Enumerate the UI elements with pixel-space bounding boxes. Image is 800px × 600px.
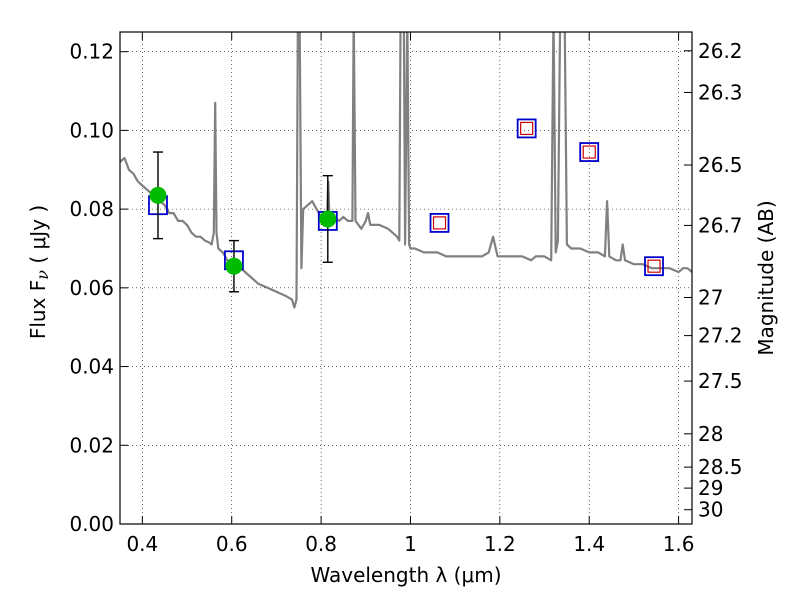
spectrum-layer bbox=[120, 32, 692, 309]
right-tick-label: 28 bbox=[698, 422, 723, 446]
x-tick-label: 1.2 bbox=[484, 532, 516, 556]
model-photometry-square bbox=[516, 118, 537, 139]
x-tick-label: 1.4 bbox=[573, 532, 605, 556]
model-photometry-square bbox=[644, 256, 664, 277]
y-axis-label-left: Flux Fν ( μJy ) bbox=[26, 205, 52, 339]
x-axis-label: Wavelength λ (μm) bbox=[310, 563, 501, 587]
upper-limit-square bbox=[647, 259, 661, 273]
photometry-layer bbox=[148, 118, 664, 293]
x-tick-label: 1.6 bbox=[663, 532, 695, 556]
spectrum-line bbox=[120, 32, 692, 309]
observed-point bbox=[319, 210, 337, 228]
y-tick-label: 0.12 bbox=[69, 40, 114, 64]
right-tick-label: 26.2 bbox=[698, 39, 743, 63]
right-tick-label: 27.5 bbox=[698, 369, 743, 393]
observed-point bbox=[225, 257, 243, 275]
upper-limit-square bbox=[432, 216, 447, 230]
right-tick-label: 26.7 bbox=[698, 213, 743, 237]
plot-frame bbox=[119, 31, 693, 525]
y-tick-label: 0.04 bbox=[69, 355, 114, 379]
y-axis-label-left-main: Flux F bbox=[26, 280, 50, 339]
right-tick-label: 28.5 bbox=[698, 455, 743, 479]
right-tick-label: 27.2 bbox=[698, 324, 743, 348]
model-photometry-square bbox=[579, 142, 600, 162]
x-tick-label: 0.8 bbox=[305, 532, 337, 556]
right-tick-label: 26.5 bbox=[698, 153, 743, 177]
x-tick-label: 0.4 bbox=[126, 532, 158, 556]
right-tick-label: 27 bbox=[698, 286, 723, 310]
y-tick-label: 0.10 bbox=[69, 118, 114, 142]
right-tick-label: 29 bbox=[698, 476, 723, 500]
y-axis-label-left-sub: ν bbox=[33, 270, 52, 280]
x-tick-label: 0.6 bbox=[216, 532, 248, 556]
y-tick-label: 0.02 bbox=[69, 433, 114, 457]
y-axis-label-right: Magnitude (AB) bbox=[754, 200, 778, 355]
observed-point bbox=[149, 186, 167, 204]
axis-ticks: 0.4 0.6 0.8 1 1.2 1.4 1.6 0.00 0.02 0.04 0.06 0.08 0… bbox=[69, 32, 743, 556]
right-tick-label: 26.3 bbox=[698, 80, 743, 104]
y-tick-label: 0.06 bbox=[69, 276, 114, 300]
y-axis-label-left-unit: ( μJy ) bbox=[26, 205, 50, 270]
x-tick-label: 1 bbox=[404, 532, 417, 556]
y-tick-label: 0.00 bbox=[69, 512, 114, 536]
upper-limit-square bbox=[520, 121, 534, 136]
right-tick-label: 30 bbox=[698, 498, 723, 522]
model-photometry-square bbox=[429, 212, 450, 233]
y-tick-label: 0.08 bbox=[69, 197, 114, 221]
upper-limit-square bbox=[582, 145, 596, 159]
